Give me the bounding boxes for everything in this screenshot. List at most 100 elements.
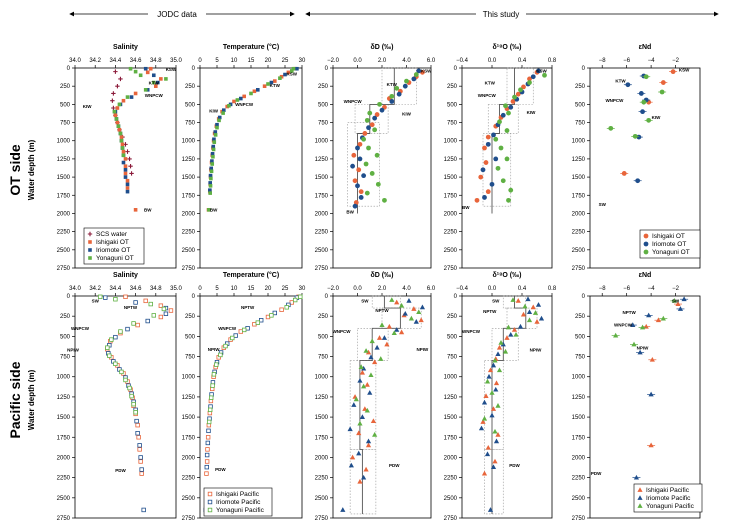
data-point: [138, 459, 143, 464]
data-point: [121, 149, 126, 154]
y-tick-label: 1500: [57, 415, 71, 421]
water-mass-label: KTW: [270, 83, 281, 88]
data-point: [123, 175, 128, 179]
water-mass-label: WNPCW: [235, 102, 254, 107]
legend-label: Ishigaki OT: [652, 233, 685, 240]
y-tick-label: 250: [60, 84, 71, 90]
legend-marker: [207, 491, 213, 497]
water-mass-label: WNPCW: [145, 93, 164, 98]
data-point: [671, 298, 677, 303]
y-tick-label: 2500: [315, 248, 329, 254]
data-point: [660, 315, 666, 321]
water-mass-label: NPTW: [375, 308, 389, 313]
data-point: [522, 303, 528, 309]
data-point: [368, 372, 374, 378]
data-point: [111, 105, 116, 111]
series-yonaguni-pacific: [353, 297, 422, 437]
data-point: [361, 173, 367, 179]
data-point: [204, 464, 209, 470]
data-point: [210, 152, 215, 156]
water-mass-label: SW: [492, 298, 500, 303]
data-point: [206, 419, 212, 425]
x-tick-label: 0.0: [353, 286, 362, 292]
data-point: [512, 94, 517, 100]
data-point: [631, 341, 637, 347]
data-point: [379, 322, 385, 327]
y-tick-label: 500: [60, 334, 71, 340]
y-tick-label: 2250: [572, 230, 586, 236]
data-point: [364, 382, 370, 387]
data-point: [505, 324, 512, 330]
data-point: [210, 383, 215, 388]
data-point: [105, 345, 110, 350]
x-tick-label: −0.4: [456, 286, 469, 292]
y-tick-label: 1500: [182, 415, 196, 421]
water-mass-box: [484, 360, 504, 450]
data-point: [214, 362, 219, 367]
plot-frame: [199, 67, 303, 269]
data-point: [278, 76, 282, 80]
y-tick-label: 2500: [572, 248, 586, 254]
row-label-pacific: Pacific side: [7, 361, 23, 438]
data-point: [273, 79, 277, 83]
legend-label: Yonaguni OT: [652, 249, 690, 256]
water-mass-box: [357, 327, 389, 361]
y-tick-label: 2750: [57, 266, 71, 272]
data-point: [212, 137, 216, 142]
data-point: [205, 435, 211, 440]
data-point: [211, 147, 216, 152]
data-point: [495, 351, 501, 357]
x-tick-label: 0.0: [488, 286, 497, 292]
y-tick-label: 750: [185, 355, 196, 361]
data-point: [353, 200, 359, 205]
data-point: [118, 131, 123, 136]
water-mass-box: [482, 133, 512, 207]
data-point: [635, 178, 641, 184]
data-point: [621, 171, 627, 176]
water-mass-label: KSW: [536, 68, 547, 73]
x-tick-label: 15: [248, 58, 255, 64]
series-yonaguni-pacific: [98, 294, 167, 415]
y-tick-label: 2750: [572, 516, 586, 522]
data-point: [386, 323, 392, 329]
data-point: [355, 145, 360, 151]
data-point: [521, 84, 526, 90]
data-point: [630, 322, 636, 327]
y-tick-label: 2000: [444, 211, 458, 217]
data-point: [500, 112, 506, 118]
x-tick-label: 34.2: [89, 58, 101, 64]
plot-frame: [74, 67, 177, 269]
x-tick-label: 0.4: [518, 286, 527, 292]
water-mass-label: BW: [462, 205, 470, 210]
panel-title: Temperature (°C): [223, 43, 279, 51]
y-tick-label: 1750: [572, 435, 586, 441]
data-point: [235, 98, 240, 102]
data-point: [123, 157, 128, 161]
panel-title: δ¹⁸O (‰): [493, 44, 522, 51]
y-tick-label: 1250: [182, 157, 196, 163]
data-point: [357, 141, 363, 147]
y-tick-label: 1750: [57, 193, 71, 199]
water-mass-label: KTW: [485, 81, 496, 86]
data-point: [239, 96, 243, 101]
data-point: [357, 156, 363, 162]
data-point: [483, 160, 489, 165]
y-tick-label: 750: [447, 355, 458, 361]
data-point: [636, 134, 642, 140]
data-point: [136, 435, 141, 440]
series-yonaguni-ot: [493, 72, 547, 203]
legend-label: Ishigaki Pacific: [646, 487, 690, 494]
depth-axis-label-ot: Water depth (m): [27, 139, 36, 200]
y-tick-label: 2500: [182, 248, 196, 254]
x-tick-label: 2.0: [378, 286, 387, 292]
data-point: [493, 438, 500, 444]
data-point: [526, 317, 533, 323]
y-tick-label: 1250: [572, 395, 586, 401]
data-point: [208, 173, 213, 178]
y-tick-label: 0: [192, 66, 196, 72]
data-point: [411, 306, 417, 311]
data-point: [218, 352, 223, 358]
panel-title: Salinity: [113, 44, 138, 51]
reference-line: [359, 296, 401, 514]
